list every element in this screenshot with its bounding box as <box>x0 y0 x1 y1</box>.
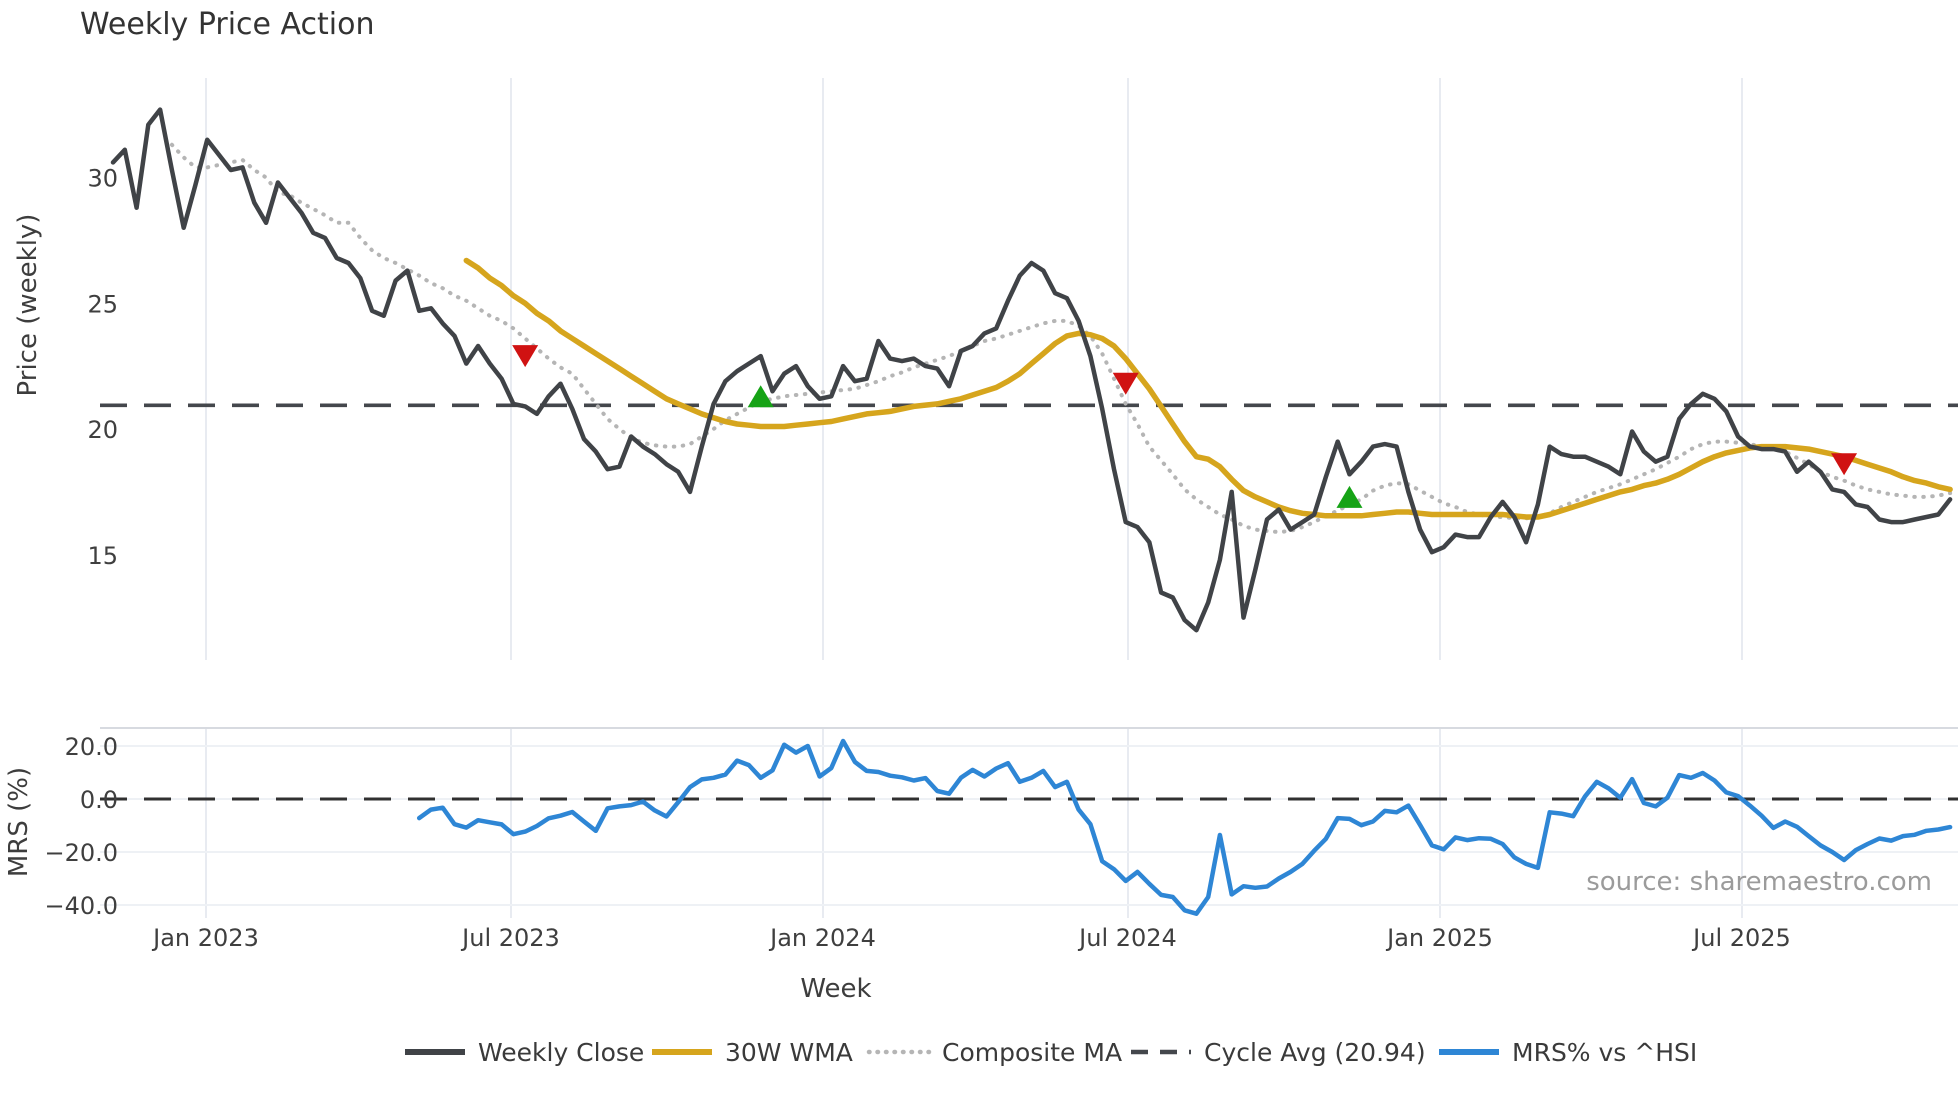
mrs-tick-label: −20.0 <box>44 839 118 867</box>
legend-label: Composite MA <box>942 1038 1122 1067</box>
mrs-tick-label: 0.0 <box>80 786 118 814</box>
weekly-close-line <box>110 107 1953 633</box>
legend-label: Cycle Avg (20.94) <box>1204 1038 1426 1067</box>
x-tick-label: Jul 2024 <box>1077 924 1177 952</box>
legend: Weekly Close 30W WMA Composite MA Cycle Avg… <box>405 1038 1697 1067</box>
buy-marker <box>747 385 774 408</box>
sell-marker <box>512 345 539 368</box>
legend-label: 30W WMA <box>725 1038 853 1067</box>
mrs-tick-label: −40.0 <box>44 892 118 920</box>
x-axis-label: Week <box>800 974 871 1004</box>
mrs-line <box>416 738 1953 916</box>
grid-layer <box>100 78 1958 918</box>
price-tick-label: 25 <box>87 290 118 318</box>
x-tick-label: Jul 2025 <box>1691 924 1791 952</box>
series-layer <box>100 107 1958 916</box>
legend-label: MRS% vs ^HSI <box>1512 1038 1697 1067</box>
x-tick-label: Jan 2025 <box>1385 924 1493 952</box>
legend-item: MRS% vs ^HSI <box>1439 1038 1697 1067</box>
source-note: source: sharemaestro.com <box>1586 867 1932 897</box>
price-axis-label: Price (weekly) <box>13 214 43 397</box>
mrs-tick-label: 20.0 <box>65 733 118 761</box>
composite-ma-line <box>169 142 1953 535</box>
chart-title: Weekly Price Action <box>80 7 375 42</box>
x-tick-label: Jan 2023 <box>151 924 259 952</box>
price-tick-label: 20 <box>87 416 118 444</box>
price-tick-label: 30 <box>87 165 118 193</box>
wma-30w-line <box>463 257 1953 520</box>
mrs-axis-label: MRS (%) <box>4 767 34 877</box>
sell-marker <box>1112 372 1139 395</box>
x-tick-label: Jan 2024 <box>768 924 876 952</box>
legend-item: Cycle Avg (20.94) <box>1131 1038 1426 1067</box>
legend-item: Composite MA <box>866 1038 1122 1067</box>
buy-marker <box>1336 485 1363 508</box>
marker-layer <box>512 345 1858 508</box>
legend-label: Weekly Close <box>478 1038 644 1067</box>
x-tick-label: Jul 2023 <box>460 924 560 952</box>
sell-marker <box>1831 453 1858 476</box>
legend-item: Weekly Close <box>405 1038 644 1067</box>
price-tick-label: 15 <box>87 542 118 570</box>
legend-item: 30W WMA <box>652 1038 853 1067</box>
tick-layer: 30 25 20 15 20.0 0.0 −20.0 −40.0 Jan 2023 Jul 202… <box>44 165 1790 953</box>
